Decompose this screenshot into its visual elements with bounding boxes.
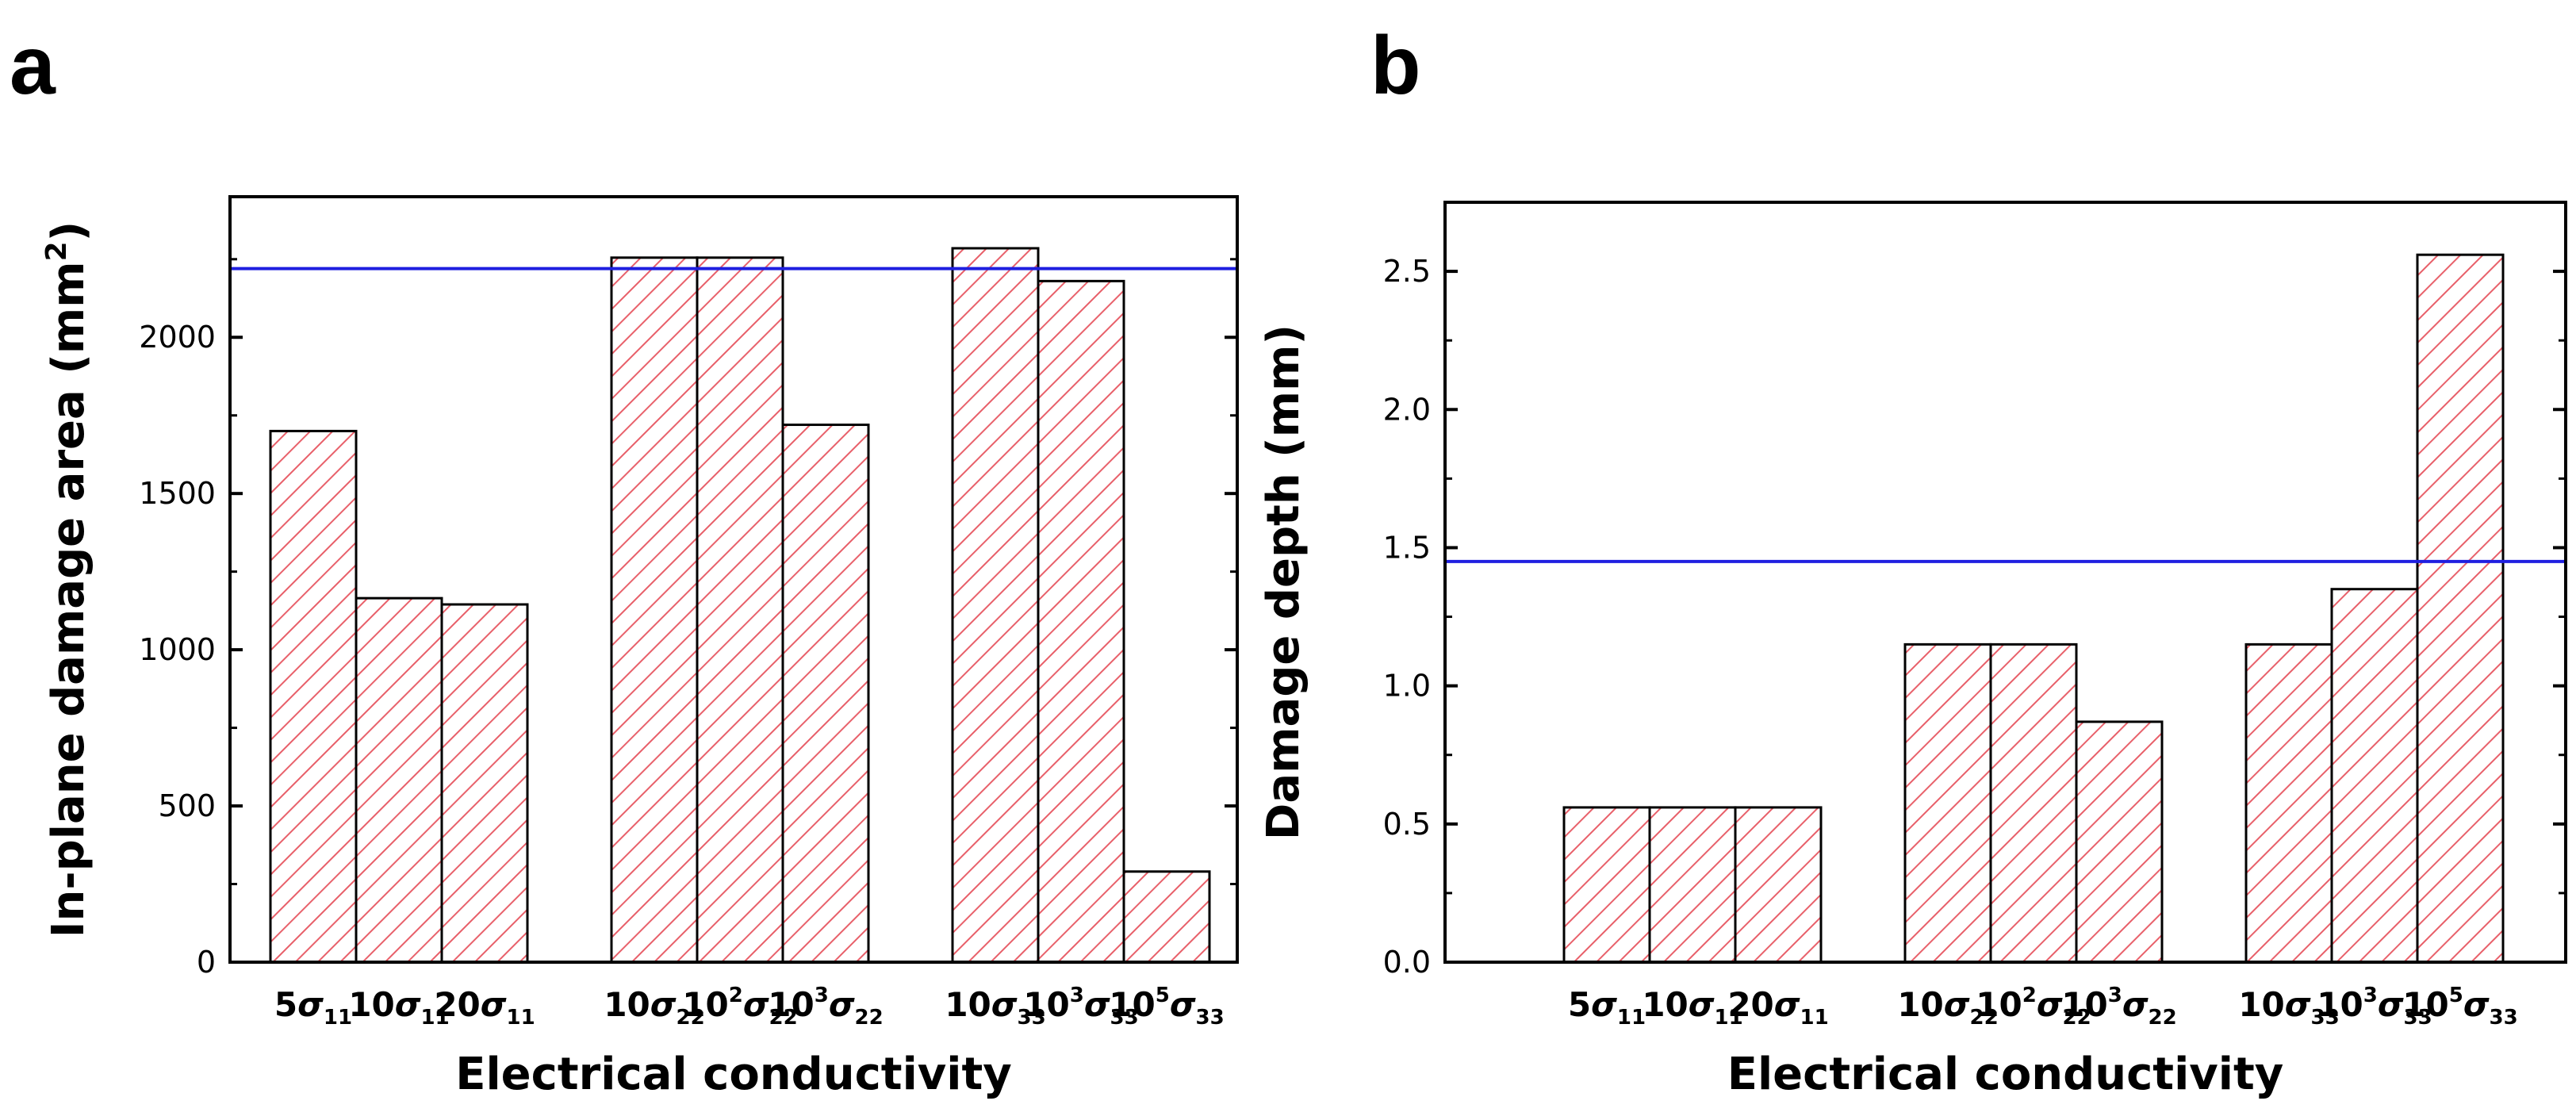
x-tick-label: 5σ11 — [274, 985, 352, 1030]
bar — [951, 247, 1040, 964]
x-tick-label: 105σ33 — [1109, 984, 1224, 1030]
panel-letter-b: b — [1370, 20, 1421, 112]
y-tick-label: 0.5 — [1383, 807, 1431, 842]
y-axis-title: In-plane damage area (mm2) — [40, 221, 94, 938]
y-tick-label: 500 — [158, 788, 216, 823]
x-tick-label: 10σ33 — [945, 985, 1045, 1030]
bar — [2075, 720, 2164, 964]
y-tick-label: 2.0 — [1383, 392, 1431, 427]
bar — [355, 596, 443, 964]
x-tick-label: 102σ22 — [682, 984, 797, 1030]
x-tick-label: 5σ11 — [1568, 985, 1646, 1030]
bar — [781, 424, 870, 964]
plot-frame — [1443, 201, 2567, 964]
y-tick-label: 0 — [197, 945, 216, 980]
bar — [1989, 642, 2078, 964]
y-tick-label: 2.5 — [1383, 254, 1431, 289]
bar — [1122, 870, 1211, 964]
plot-frame — [228, 195, 1239, 964]
x-tick-label: 10σ22 — [604, 985, 704, 1030]
x-tick-label: 10σ11 — [1642, 985, 1742, 1030]
bar — [2244, 642, 2333, 964]
x-axis-title: Electrical conductivity — [1727, 1049, 2284, 1100]
x-tick-label: 10σ33 — [2238, 985, 2339, 1030]
x-axis-title: Electrical conductivity — [455, 1049, 1012, 1100]
x-tick-label: 10σ11 — [348, 985, 449, 1030]
y-tick-label: 0.0 — [1383, 945, 1431, 980]
x-tick-label: 10σ22 — [1897, 985, 1998, 1030]
bar — [2330, 588, 2419, 964]
y-tick-label: 1.5 — [1383, 530, 1431, 565]
y-tick-label: 2000 — [139, 320, 216, 355]
panel-letter-a: a — [10, 20, 56, 112]
y-tick-label: 1000 — [139, 632, 216, 667]
bar — [1037, 279, 1125, 964]
x-tick-label: 103σ22 — [2061, 984, 2176, 1030]
bar — [2416, 253, 2505, 964]
bar — [269, 429, 358, 964]
bar — [696, 256, 784, 964]
x-tick-label: 20σ11 — [434, 985, 535, 1030]
bar — [1903, 642, 1992, 964]
x-tick-label: 105σ33 — [2402, 984, 2517, 1030]
bar — [1562, 806, 1651, 964]
x-tick-label: 103σ33 — [1023, 984, 1138, 1030]
y-axis-title: Damage depth (mm) — [1258, 324, 1309, 840]
y-tick-label: 1500 — [139, 476, 216, 511]
bar — [610, 256, 699, 964]
bar — [1734, 806, 1823, 964]
y-tick-label: 1.0 — [1383, 669, 1431, 704]
x-tick-label: 103σ22 — [768, 984, 883, 1030]
x-tick-label: 20σ11 — [1727, 985, 1828, 1030]
bar — [1648, 806, 1737, 964]
x-tick-label: 102σ22 — [1976, 984, 2091, 1030]
bar — [440, 603, 529, 964]
x-tick-label: 103σ33 — [2317, 984, 2432, 1030]
